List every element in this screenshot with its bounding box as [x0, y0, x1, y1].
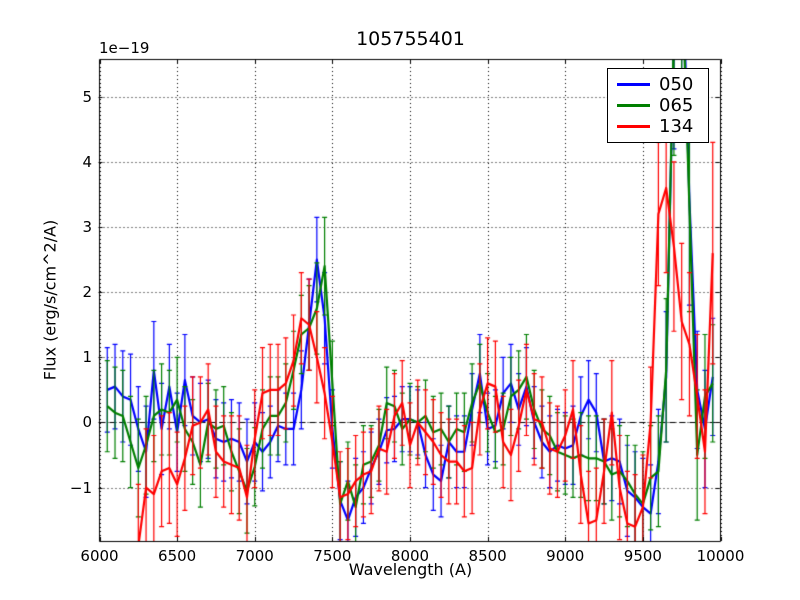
x-tick-label: 8500: [468, 547, 507, 565]
x-tick-label: 6000: [80, 547, 119, 565]
x-tick-label: 9500: [623, 547, 662, 565]
x-axis-label: Wavelength (A): [348, 560, 473, 579]
legend-entry-050: 050: [617, 74, 700, 95]
legend-entry-065: 065: [617, 95, 700, 116]
legend-line-sample-050: [617, 83, 650, 86]
x-tick-label: 7500: [313, 547, 352, 565]
x-tick-label: 8000: [390, 547, 430, 565]
x-tick-label: 9000: [546, 547, 585, 565]
legend-label-065: 065: [659, 95, 694, 116]
legend-label-134: 134: [659, 116, 694, 137]
legend: 050 065 134: [607, 68, 709, 143]
legend-line-sample-134: [617, 125, 650, 128]
y-tick-label: 2: [82, 283, 92, 302]
y-tick-label: 1: [82, 348, 92, 367]
x-tick-label: 6500: [158, 547, 197, 565]
y-tick-label: 5: [82, 87, 92, 106]
x-tick-label: 7000: [235, 547, 274, 565]
plot-title: 105755401: [356, 28, 465, 50]
legend-line-sample-065: [617, 104, 650, 107]
y-tick-label: 0: [82, 413, 92, 432]
y-tick-label: 3: [82, 218, 92, 237]
legend-entry-134: 134: [617, 116, 700, 137]
x-tick-label: 10000: [696, 547, 745, 565]
y-axis-offset-label: 1e−19: [99, 39, 150, 57]
y-tick-label: 4: [82, 152, 92, 171]
y-tick-label: −1: [69, 478, 92, 497]
legend-label-050: 050: [659, 74, 694, 95]
